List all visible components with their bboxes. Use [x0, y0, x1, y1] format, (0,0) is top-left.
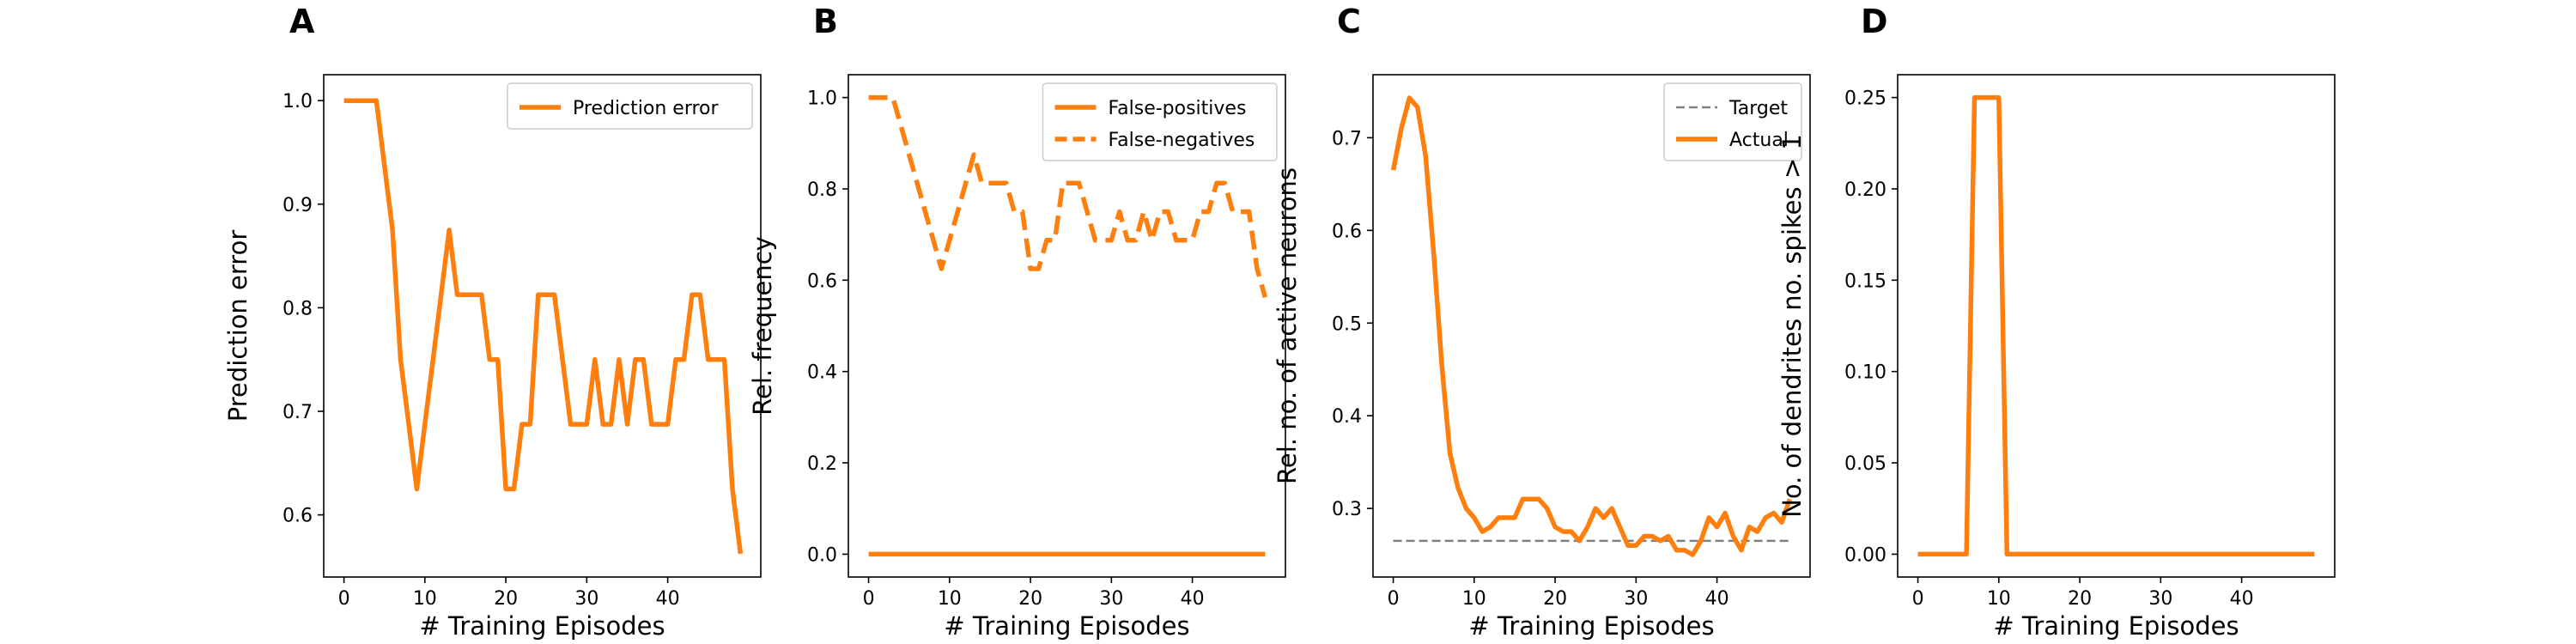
x-tick-label-d: 40	[2230, 588, 2254, 610]
y-tick-label-d: 0.10	[1844, 362, 1886, 384]
legend-label-c: Actual	[1729, 130, 1789, 151]
panel-letter-a: A	[289, 3, 315, 40]
y-tick-label-a: 1.0	[283, 91, 313, 112]
y-tick-label-b: 0.4	[807, 362, 837, 384]
y-tick-label-a: 0.6	[283, 506, 313, 527]
series-prediction-error-a	[343, 98, 744, 555]
ylabel-d: No. of dendrites no. spikes > 1	[1777, 134, 1807, 518]
y-tick-label-c: 0.3	[1332, 499, 1362, 520]
y-tick-label-b: 0.0	[807, 544, 837, 566]
panel-letter-b: B	[813, 3, 838, 40]
legend-label-a: Prediction error	[573, 98, 719, 119]
legend-a	[507, 82, 753, 130]
y-tick-label-b: 1.0	[807, 88, 837, 110]
series-actual-c	[1390, 95, 1792, 557]
y-tick-label-c: 0.4	[1332, 406, 1362, 428]
x-tick-label-b: 10	[938, 588, 962, 610]
xlabel-b: # Training Episodes	[944, 611, 1189, 641]
x-tick-label-c: 40	[1705, 588, 1729, 610]
x-tick-label-d: 30	[2148, 588, 2172, 610]
legend-label-c: Target	[1728, 98, 1788, 119]
x-tick-label-d: 0	[1912, 588, 1924, 610]
panel-a: A 0 10 20 30 40 0.6 0.7 0.8 0.9 1.0 Prediction err…	[223, 3, 762, 641]
series-line-d	[1917, 94, 2315, 557]
x-tick-label-a: 20	[494, 588, 518, 610]
ylabel-b: Rel. frequency	[748, 236, 777, 416]
plot-d: 0 10 20 30 40 0.00 0.05 0.10 0.15 0.20 0.25	[1844, 74, 2336, 610]
legend-label-b: False-positives	[1109, 98, 1247, 119]
axes-frame-b	[848, 74, 1286, 578]
x-tick-label-b: 0	[863, 588, 875, 610]
panel-b: B 0 10 20 30 40 0.0 0.2 0.4 0.6 0.8 1.0 False-posit…	[748, 3, 1286, 641]
axes-frame-d	[1897, 74, 2336, 578]
plot-b: 0 10 20 30 40 0.0 0.2 0.4 0.6 0.8 1.0 False-positiv…	[807, 74, 1286, 610]
legend-label-b: False-negatives	[1109, 130, 1255, 151]
x-tick-label-d: 20	[2068, 588, 2092, 610]
panel-letter-c: C	[1337, 3, 1361, 40]
y-tick-label-c: 0.5	[1332, 313, 1362, 335]
plot-a: 0 10 20 30 40 0.6 0.7 0.8 0.9 1.0 Prediction error	[283, 74, 762, 610]
axes-frame-a	[323, 74, 762, 578]
x-tick-label-c: 0	[1388, 588, 1400, 610]
series-false-negatives-b	[868, 94, 1268, 299]
x-tick-label-c: 10	[1462, 588, 1486, 610]
panel-d: D 0 10 20 30 40 0.00 0.05 0.10 0.15 0.20 0.25 # Tr…	[1777, 3, 2336, 641]
xlabel-d: # Training Episodes	[1993, 611, 2239, 641]
x-tick-label-b: 30	[1099, 588, 1123, 610]
x-tick-label-c: 20	[1543, 588, 1567, 610]
x-tick-label-a: 30	[574, 588, 598, 610]
legend-b	[1042, 82, 1278, 161]
xlabel-a: # Training Episodes	[419, 611, 665, 641]
x-tick-label-a: 10	[413, 588, 437, 610]
y-tick-label-d: 0.00	[1844, 544, 1886, 566]
axes-frame-c	[1372, 74, 1811, 578]
x-tick-label-c: 30	[1624, 588, 1648, 610]
y-tick-label-c: 0.6	[1332, 221, 1362, 242]
x-tick-label-a: 40	[656, 588, 680, 610]
ylabel-a: Prediction error	[223, 230, 252, 422]
ylabel-c: Rel. no. of active neurons	[1273, 167, 1302, 484]
y-tick-label-b: 0.2	[807, 453, 837, 475]
panel-letter-d: D	[1861, 3, 1888, 40]
panel-c: C 0 10 20 30 40 0.3 0.4 0.5 0.6 0.7 Target Actual #…	[1273, 3, 1811, 641]
y-tick-label-d: 0.25	[1844, 88, 1886, 110]
x-tick-label-a: 0	[338, 588, 350, 610]
y-tick-label-a: 0.9	[283, 195, 313, 216]
x-tick-label-b: 20	[1018, 588, 1042, 610]
y-tick-label-d: 0.15	[1844, 270, 1886, 292]
y-tick-label-a: 0.7	[283, 402, 313, 423]
y-tick-label-b: 0.6	[807, 270, 837, 292]
x-tick-label-b: 40	[1181, 588, 1205, 610]
y-tick-label-c: 0.7	[1332, 128, 1362, 149]
y-tick-label-b: 0.8	[807, 179, 837, 201]
xlabel-c: # Training Episodes	[1468, 611, 1714, 641]
x-tick-label-d: 10	[1987, 588, 2011, 610]
y-tick-label-d: 0.20	[1844, 179, 1886, 201]
plot-c: 0 10 20 30 40 0.3 0.4 0.5 0.6 0.7 Target Actual	[1332, 74, 1811, 610]
y-tick-label-d: 0.05	[1844, 453, 1886, 475]
y-tick-label-a: 0.8	[283, 298, 313, 319]
